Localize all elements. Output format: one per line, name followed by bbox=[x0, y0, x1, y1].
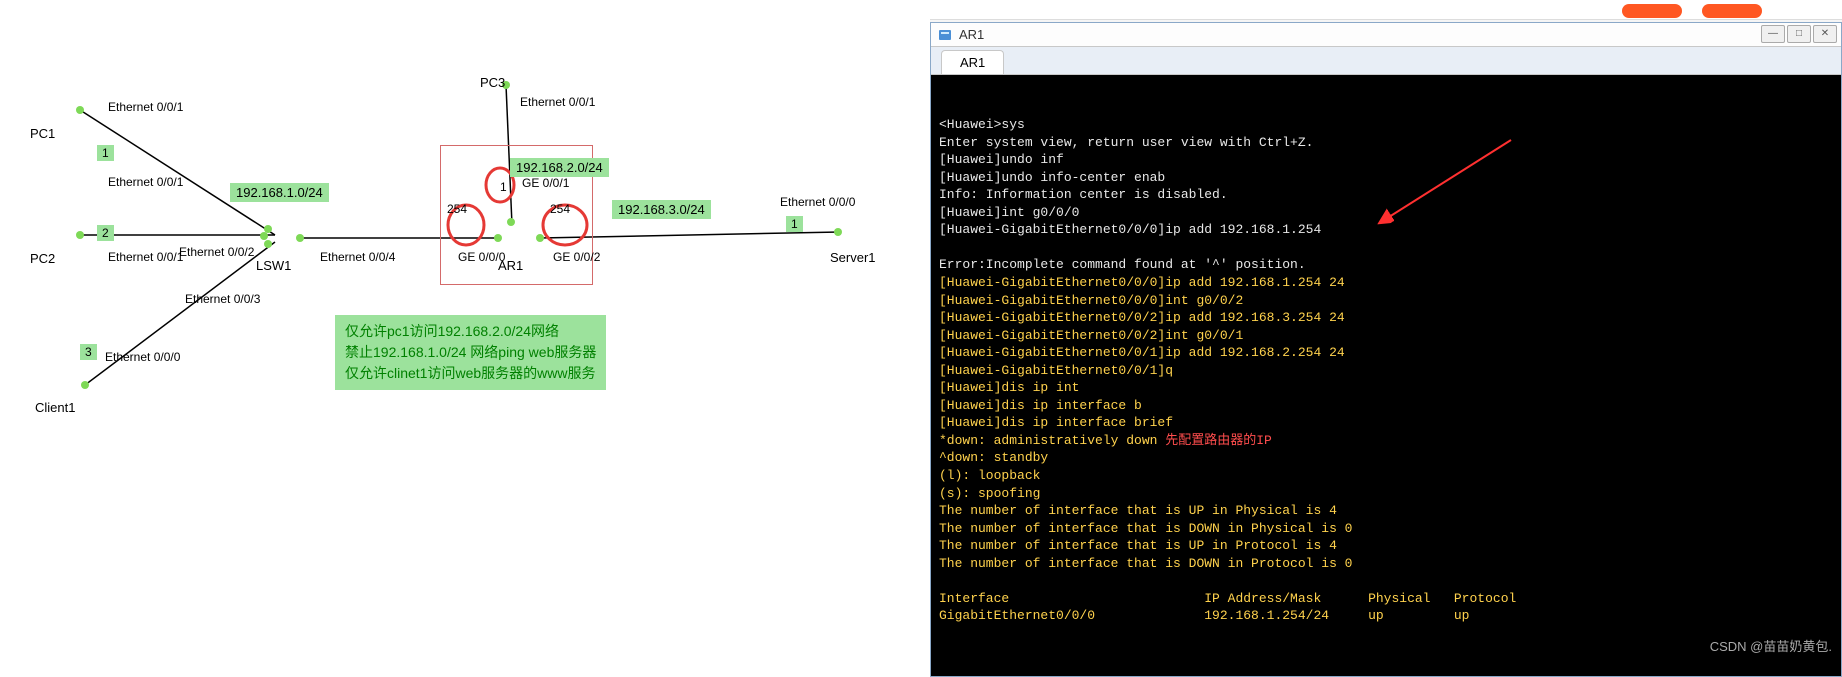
label-client1: Client1 bbox=[35, 400, 75, 415]
port-label: Ethernet 0/0/2 bbox=[179, 245, 254, 259]
console-line bbox=[939, 239, 1833, 257]
endpoint-number-badge: 1 bbox=[97, 145, 114, 161]
acl-rules-box: 仅允许pc1访问192.168.2.0/24网络禁止192.168.1.0/24… bbox=[335, 315, 606, 390]
label-pc1: PC1 bbox=[30, 126, 55, 141]
endpoint-number-badge: 2 bbox=[97, 225, 114, 241]
port-label: GE 0/0/2 bbox=[553, 250, 600, 264]
console-line: [Huawei]dis ip int bbox=[939, 379, 1833, 397]
window-title: AR1 bbox=[959, 27, 984, 42]
app-icon bbox=[937, 27, 953, 43]
console-line: The number of interface that is DOWN in … bbox=[939, 555, 1833, 573]
console-line: *down: administratively down 先配置路由器的IP bbox=[939, 432, 1833, 450]
close-button[interactable]: ✕ bbox=[1813, 25, 1837, 43]
console-line: [Huawei-GigabitEthernet0/0/1]ip add 192.… bbox=[939, 344, 1833, 362]
background-pill-1 bbox=[1622, 4, 1682, 18]
console-line: (s): spoofing bbox=[939, 485, 1833, 503]
port-label: Ethernet 0/0/1 bbox=[108, 100, 183, 114]
console-line: (l): loopback bbox=[939, 467, 1833, 485]
maximize-button[interactable]: □ bbox=[1787, 25, 1811, 43]
console-line: <Huawei>sys bbox=[939, 116, 1833, 134]
console-line: ^down: standby bbox=[939, 449, 1833, 467]
terminal-window[interactable]: AR1 — □ ✕ AR1 <Huawei>sysEnter system vi… bbox=[930, 22, 1842, 677]
router-ifnum-right: 254 bbox=[550, 202, 570, 216]
console-line: The number of interface that is UP in Pr… bbox=[939, 537, 1833, 555]
label-pc2: PC2 bbox=[30, 251, 55, 266]
console-line: Error:Incomplete command found at '^' po… bbox=[939, 256, 1833, 274]
console-line: [Huawei-GigabitEthernet0/0/0]int g0/0/2 bbox=[939, 292, 1833, 310]
port-label: GE 0/0/1 bbox=[522, 176, 569, 190]
console-line: Info: Information center is disabled. bbox=[939, 186, 1833, 204]
console-line: [Huawei]undo inf bbox=[939, 151, 1833, 169]
titlebar[interactable]: AR1 — □ ✕ bbox=[931, 23, 1841, 47]
tabbar: AR1 bbox=[931, 47, 1841, 75]
network-badge: 192.168.2.0/24 bbox=[510, 158, 609, 177]
label-server1: Server1 bbox=[830, 250, 876, 265]
console-line: GigabitEthernet0/0/0 192.168.1.254/24 up… bbox=[939, 607, 1833, 625]
tab-ar1[interactable]: AR1 bbox=[941, 50, 1004, 74]
topology-canvas[interactable]: PC1 PC2 PC3 Client1 LSW1 R AR1 .COM Serv… bbox=[0, 0, 930, 677]
network-badge: 192.168.3.0/24 bbox=[612, 200, 711, 219]
console-line bbox=[939, 572, 1833, 590]
network-badge: 192.168.1.0/24 bbox=[230, 183, 329, 202]
port-label: Ethernet 0/0/1 bbox=[520, 95, 595, 109]
label-lsw1: LSW1 bbox=[256, 258, 291, 273]
console-line: [Huawei]undo info-center enab bbox=[939, 169, 1833, 187]
console-line: [Huawei-GigabitEthernet0/0/2]ip add 192.… bbox=[939, 309, 1833, 327]
console-line: The number of interface that is DOWN in … bbox=[939, 520, 1833, 538]
console-line: [Huawei-GigabitEthernet0/0/1]q bbox=[939, 362, 1833, 380]
console-line: [Huawei-GigabitEthernet0/0/0]ip add 192.… bbox=[939, 274, 1833, 292]
port-label: Ethernet 0/0/0 bbox=[105, 350, 180, 364]
endpoint-number-badge: 1 bbox=[786, 216, 803, 232]
console-line: [Huawei]dis ip interface brief bbox=[939, 414, 1833, 432]
console-line: The number of interface that is UP in Ph… bbox=[939, 502, 1833, 520]
console-line: Enter system view, return user view with… bbox=[939, 134, 1833, 152]
router-ifnum-top: 1 bbox=[500, 180, 507, 194]
console-line: [Huawei]dis ip interface b bbox=[939, 397, 1833, 415]
port-label: Ethernet 0/0/1 bbox=[108, 175, 183, 189]
console-line: [Huawei]int g0/0/0 bbox=[939, 204, 1833, 222]
console-line: [Huawei-GigabitEthernet0/0/0]ip add 192.… bbox=[939, 221, 1833, 239]
router-ifnum-left: 254 bbox=[447, 202, 467, 216]
background-pill-2 bbox=[1702, 4, 1762, 18]
console-line: [Huawei-GigabitEthernet0/0/2]int g0/0/1 bbox=[939, 327, 1833, 345]
red-annotation-text: 先配置路由器的IP bbox=[1157, 433, 1271, 448]
port-label: Ethernet 0/0/1 bbox=[108, 250, 183, 264]
watermark: CSDN @苗苗奶黄包. bbox=[1710, 636, 1832, 655]
port-label: Ethernet 0/0/4 bbox=[320, 250, 395, 264]
port-label: GE 0/0/0 bbox=[458, 250, 505, 264]
endpoint-number-badge: 3 bbox=[80, 344, 97, 360]
port-label: Ethernet 0/0/0 bbox=[780, 195, 855, 209]
minimize-button[interactable]: — bbox=[1761, 25, 1785, 43]
port-label: Ethernet 0/0/3 bbox=[185, 292, 260, 306]
right-panel: AR1 — □ ✕ AR1 <Huawei>sysEnter system vi… bbox=[930, 0, 1842, 677]
label-pc3: PC3 bbox=[480, 75, 505, 90]
console-output[interactable]: <Huawei>sysEnter system view, return use… bbox=[931, 75, 1841, 676]
console-line: Interface IP Address/Mask Physical Proto… bbox=[939, 590, 1833, 608]
